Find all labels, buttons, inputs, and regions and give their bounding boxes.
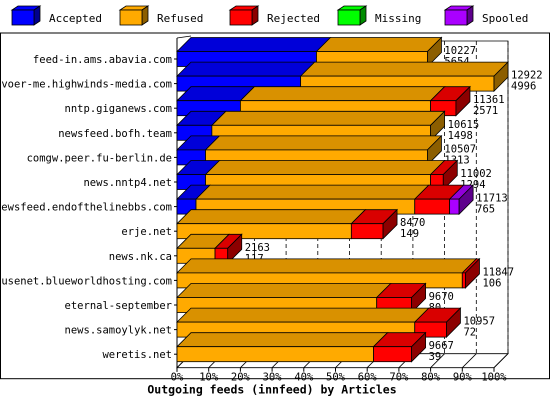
category-label: news.nk.ca (109, 251, 172, 263)
legend-swatch-accepted (12, 10, 34, 25)
legend-item-missing: Missing (338, 6, 421, 25)
category-label: newsfeed.bofh.team (58, 128, 172, 140)
x-tick-label: 90% (453, 372, 473, 384)
bar-accepted-label: 1498 (448, 130, 473, 142)
category-label: voer-me.highwinds-media.com (1, 79, 172, 91)
bar-top-face (177, 210, 365, 224)
legend-item-spooled: Spooled (445, 6, 528, 25)
y-axis-top (177, 36, 191, 38)
legend-label-accepted: Accepted (49, 12, 102, 25)
bar-front-face (450, 199, 460, 214)
bar-front-face (374, 347, 412, 362)
x-tick-label: 100% (481, 372, 507, 384)
bar-top-face (177, 284, 391, 298)
category-label: usenet.blueworldhosting.com (1, 275, 172, 287)
bar-top-face (316, 38, 441, 52)
category-label: nntp.giganews.com (65, 103, 172, 115)
bar-top-face (240, 87, 444, 101)
category-label: news.samoylyk.net (65, 325, 172, 337)
bar-top-face (177, 308, 429, 322)
x-tick-label: 80% (421, 372, 441, 384)
category-label: newsfeed.endofthelinebbs.com (0, 202, 172, 214)
bar-accepted-label: 2571 (473, 105, 498, 117)
category-label: comgw.peer.fu-berlin.de (27, 152, 172, 164)
legend-label-missing: Missing (375, 12, 421, 25)
bar-top-face (177, 38, 330, 52)
chart-title: Outgoing feeds (innfeed) by Articles (147, 383, 396, 397)
floor-line-90 (462, 354, 476, 368)
legend-swatch-rejected (230, 10, 252, 25)
legend-item-rejected: Rejected (230, 6, 320, 25)
bar-accepted-label: 4996 (511, 81, 536, 93)
bar-top-face (206, 161, 445, 175)
bar-top-face (206, 136, 442, 150)
bar-top-face (177, 333, 388, 347)
bar-front-face (462, 273, 465, 288)
bar-accepted-label: 149 (400, 228, 419, 240)
category-label: erje.net (121, 226, 172, 238)
bar-top-face (177, 62, 315, 76)
legend-label-spooled: Spooled (482, 12, 528, 25)
bar-front-face (351, 224, 383, 239)
bar-accepted-label: 39 (429, 351, 442, 363)
bar-top-face (196, 185, 429, 199)
bar-segment-refused (177, 333, 388, 362)
legend-label-refused: Refused (157, 12, 203, 25)
bar-accepted-label: 765 (476, 204, 495, 216)
legend-swatch-refused (120, 10, 142, 25)
legend-item-refused: Refused (120, 6, 203, 25)
bar-top-face (301, 62, 508, 76)
legend-label-rejected: Rejected (267, 12, 320, 25)
bar-front-face (177, 347, 374, 362)
bar-accepted-label: 72 (463, 327, 476, 339)
bar-front-face (415, 199, 450, 214)
bar-accepted-label: 106 (482, 277, 501, 289)
category-label: news.nntp4.net (83, 177, 172, 189)
bar-top-face (177, 259, 476, 273)
category-label: feed-in.ams.abavia.com (33, 54, 172, 66)
category-label: eternal-september (65, 300, 172, 312)
legend-swatch-missing (338, 10, 360, 25)
legend-item-accepted: Accepted (12, 6, 102, 25)
category-label: weretis.net (102, 349, 172, 361)
legend-swatch-spooled (445, 10, 467, 25)
bar-top-face (212, 111, 445, 125)
